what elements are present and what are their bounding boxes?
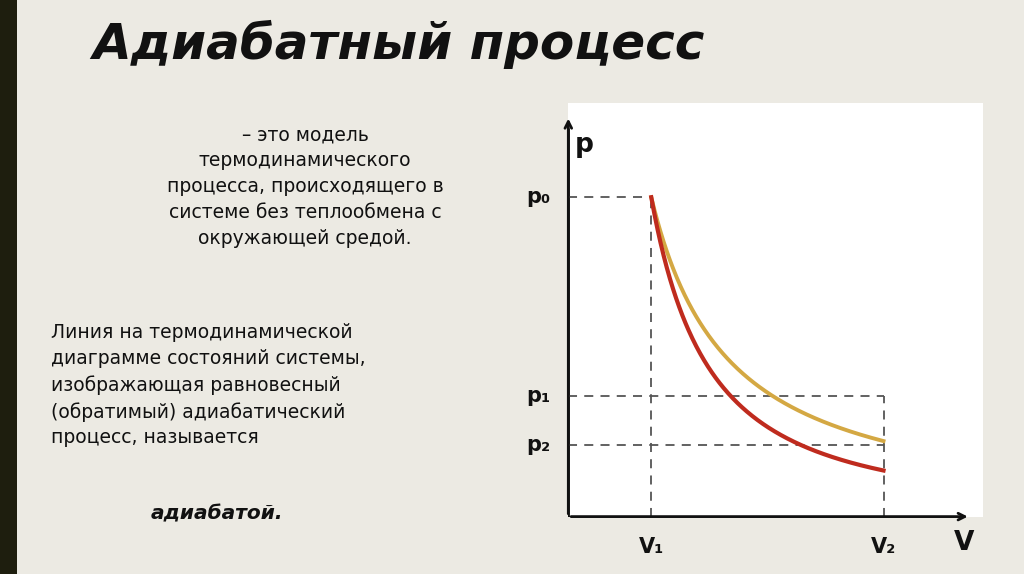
Text: p₂: p₂ [526, 435, 550, 455]
Text: адиабатой.: адиабатой. [151, 504, 283, 523]
Text: Линия на термодинамической
диаграмме состояний системы,
изображающая равновесный: Линия на термодинамической диаграмме сос… [50, 323, 366, 447]
Text: Адиабатный процесс: Адиабатный процесс [92, 20, 705, 69]
Text: p₁: p₁ [526, 386, 550, 406]
Text: – это модель
термодинамического
процесса, происходящего в
системе без теплообмен: – это модель термодинамического процесса… [167, 126, 443, 247]
Text: p: p [574, 132, 594, 158]
Text: V₁: V₁ [639, 537, 664, 557]
Text: p₀: p₀ [526, 187, 550, 207]
Text: V: V [954, 530, 975, 556]
Text: V₂: V₂ [870, 537, 896, 557]
